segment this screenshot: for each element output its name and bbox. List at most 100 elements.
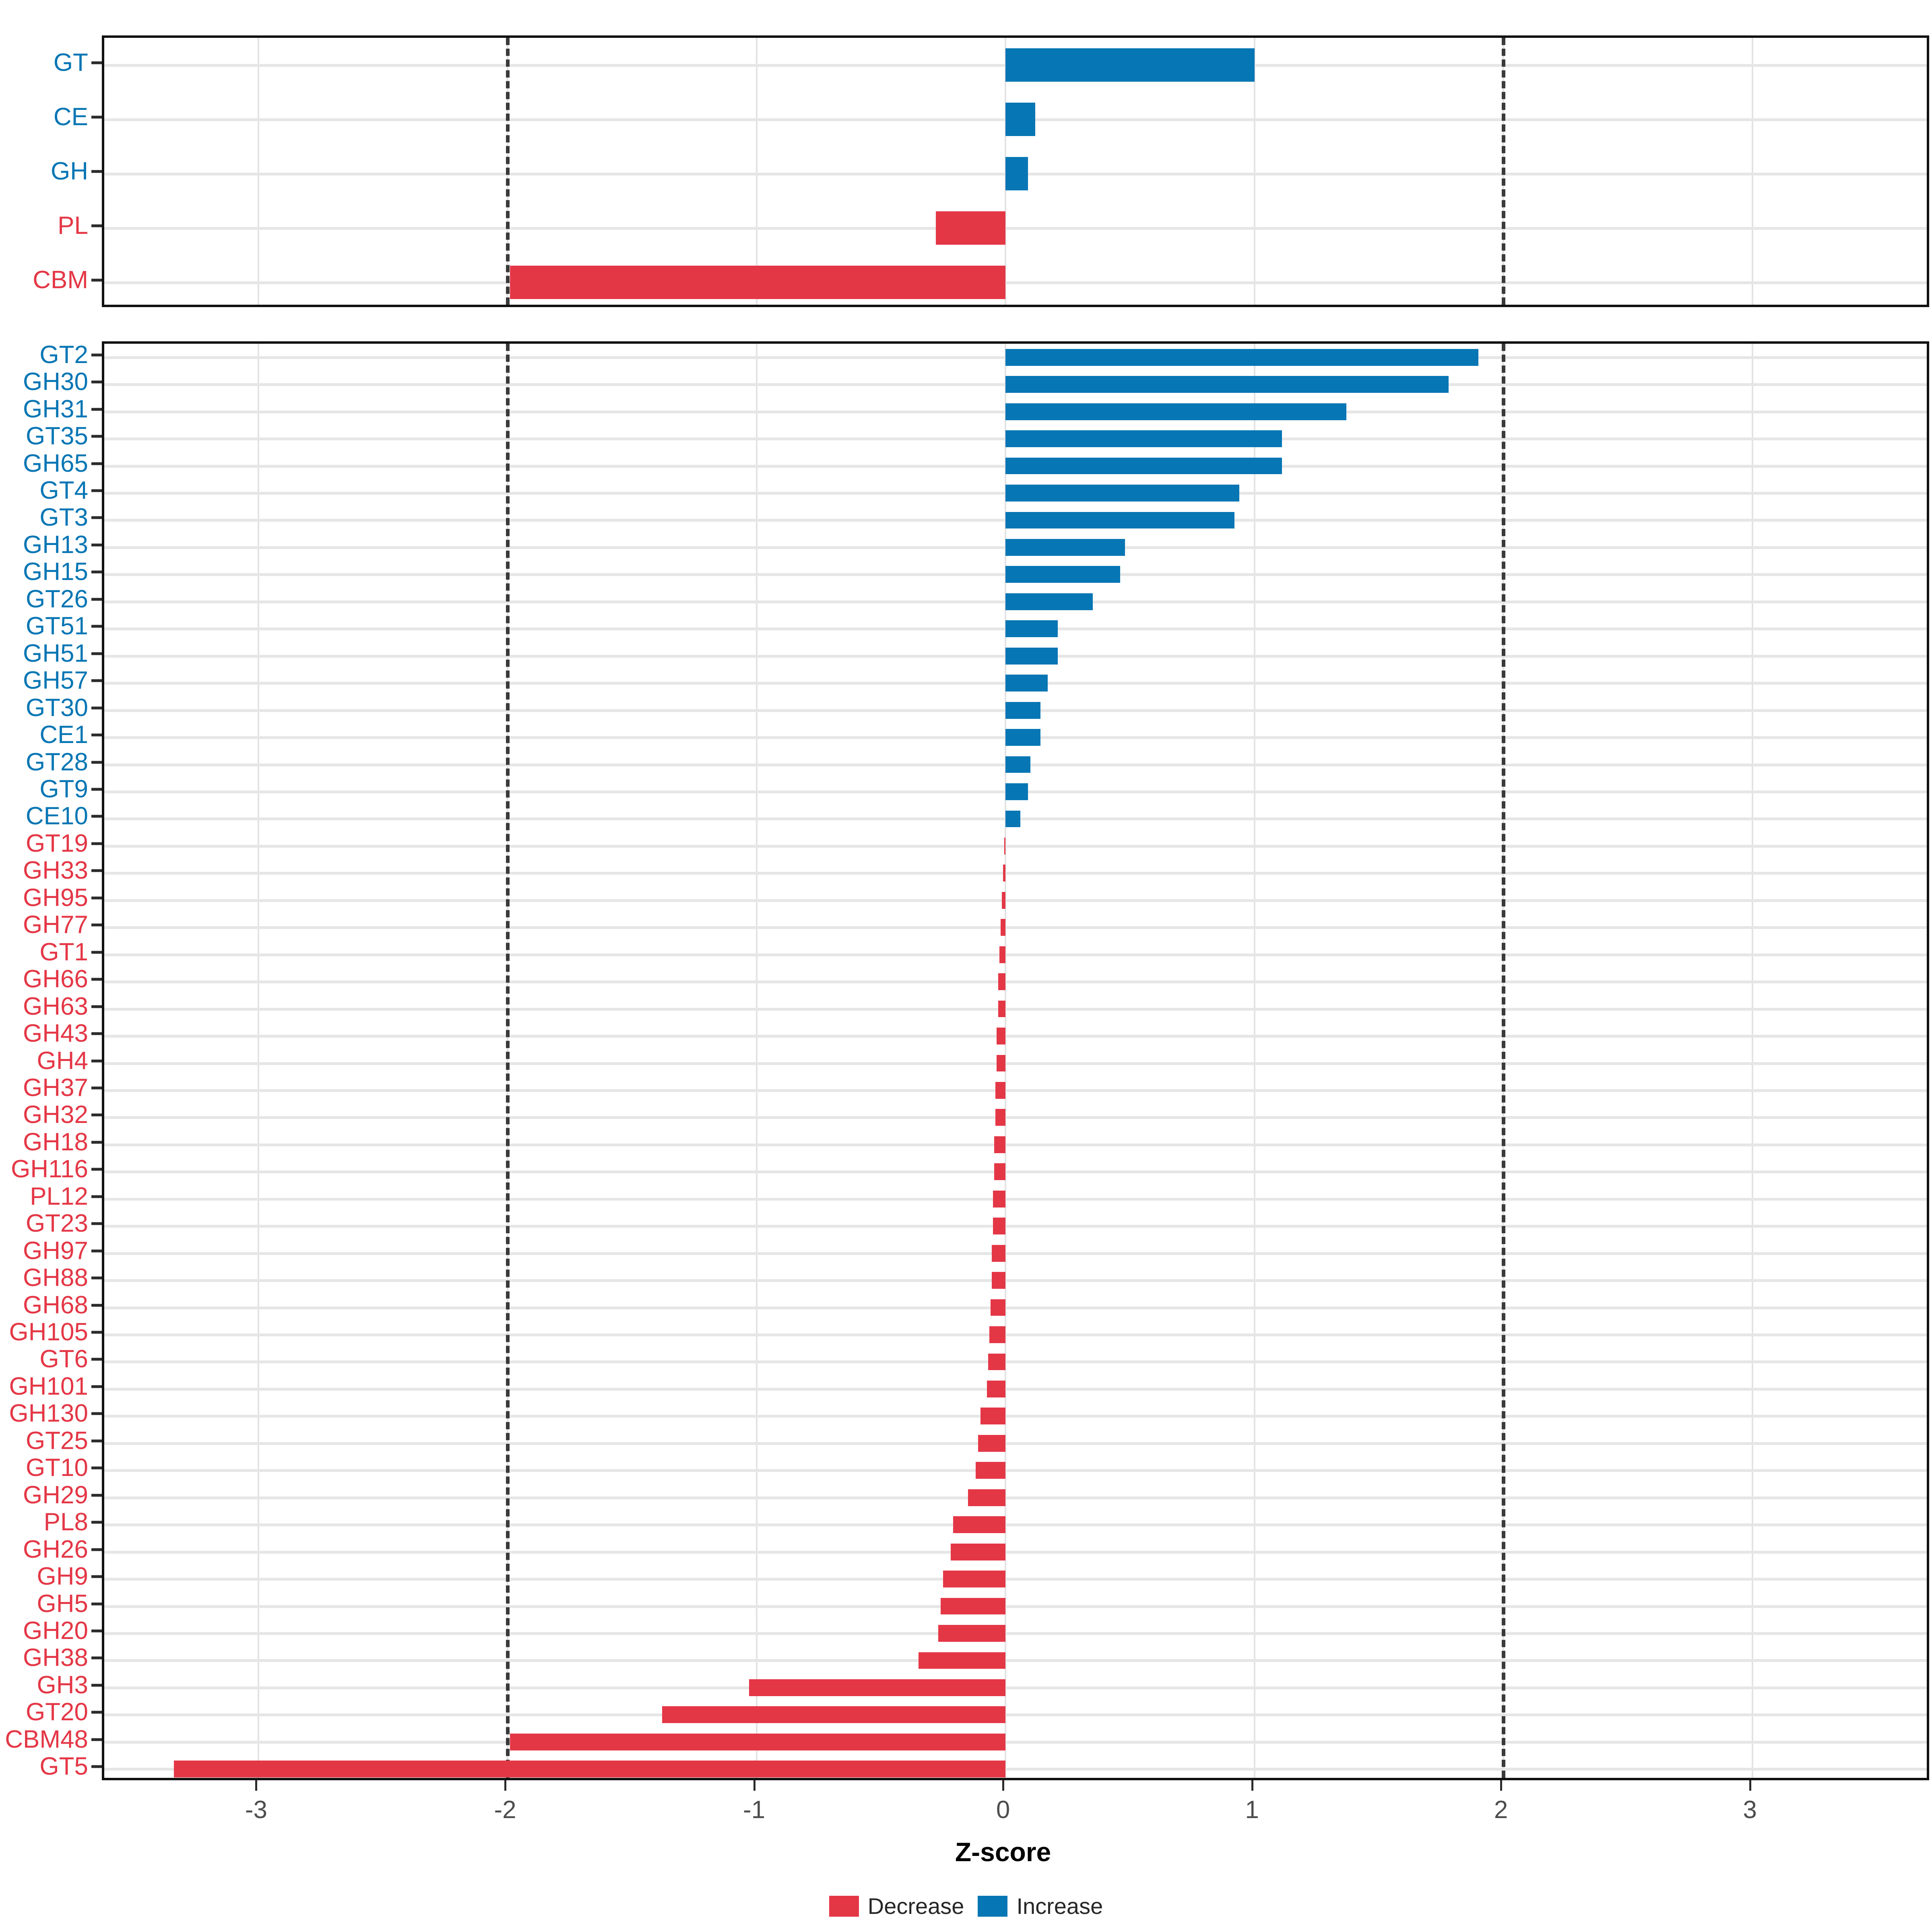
y-axis-tick: [91, 1032, 102, 1035]
y-axis-label-GH18: GH18: [23, 1128, 88, 1156]
plot-area: [102, 35, 1929, 307]
y-axis-label-GH4: GH4: [37, 1046, 88, 1075]
cazyme-class-panel: [0, 35, 1932, 307]
y-axis-label-CBM: CBM: [33, 266, 88, 294]
y-axis-label-PL: PL: [58, 211, 88, 239]
x-axis-tick-label: -2: [494, 1796, 516, 1824]
legend-label: Decrease: [867, 1893, 964, 1919]
gridline-horizontal: [104, 1415, 1927, 1418]
x-axis-tick: [504, 1780, 507, 1791]
y-axis-tick: [91, 788, 102, 791]
y-axis-label-GH32: GH32: [23, 1101, 88, 1129]
bar-GH33: [1003, 865, 1006, 882]
y-axis-tick: [91, 951, 102, 954]
y-axis-tick: [91, 815, 102, 818]
bar-GT1: [999, 946, 1006, 963]
y-axis-tick: [91, 1494, 102, 1497]
bar-GH95: [1001, 892, 1006, 909]
y-axis-tick: [91, 1331, 102, 1334]
bar-GH97: [992, 1245, 1006, 1262]
y-axis-tick: [91, 543, 102, 547]
bar-GH116: [994, 1163, 1006, 1181]
y-axis-tick: [91, 652, 102, 655]
y-axis-label-GH77: GH77: [23, 911, 88, 939]
y-axis-label-GT4: GT4: [39, 476, 88, 504]
y-axis-label-GH26: GH26: [23, 1535, 88, 1563]
bar-GT9: [1005, 783, 1028, 800]
y-axis-label-GH37: GH37: [23, 1073, 88, 1102]
legend-item-increase[interactable]: Increase: [978, 1893, 1103, 1919]
bar-CBM48: [510, 1733, 1006, 1750]
y-axis-label-GH20: GH20: [23, 1617, 88, 1645]
gridline-horizontal: [104, 1740, 1927, 1744]
bar-GH29: [968, 1489, 1006, 1506]
y-axis-label-GH31: GH31: [23, 395, 88, 423]
y-axis-tick: [91, 1548, 102, 1551]
plot-area: [102, 341, 1929, 1780]
y-axis-tick: [91, 1005, 102, 1008]
y-axis-tick: [91, 706, 102, 710]
bar-GH105: [989, 1326, 1006, 1343]
y-axis-label-GH95: GH95: [23, 883, 88, 912]
y-axis-tick: [91, 1358, 102, 1361]
x-axis: -3 -2 -1 0 1 2 3: [0, 1780, 1932, 1861]
y-axis-label-GH3: GH3: [37, 1671, 88, 1699]
y-axis-label-GT3: GT3: [39, 504, 88, 532]
bar-GH43: [997, 1028, 1006, 1044]
y-axis-tick: [91, 380, 102, 384]
bar-GH9: [943, 1571, 1006, 1587]
y-axis-label-GT23: GT23: [25, 1210, 88, 1238]
bar-CE1: [1005, 729, 1040, 746]
y-axis-label-GH: GH: [51, 157, 88, 185]
gridline-horizontal: [104, 1360, 1927, 1364]
y-axis-label-GT25: GT25: [25, 1426, 88, 1455]
gridline-vertical: [755, 38, 758, 305]
x-axis-tick-label: 0: [996, 1796, 1010, 1824]
y-axis-label-GT19: GT19: [25, 829, 88, 857]
y-axis-label-GT6: GT6: [39, 1345, 88, 1373]
bar-GT3: [1005, 512, 1235, 529]
y-axis-label-GT9: GT9: [39, 775, 88, 803]
y-axis-label-GH29: GH29: [23, 1481, 88, 1509]
y-axis-tick: [91, 1412, 102, 1415]
y-axis-tick: [91, 1059, 102, 1062]
y-axis-tick: [91, 869, 102, 872]
y-axis-tick: [91, 353, 102, 357]
y-axis-tick: [91, 462, 102, 465]
gridline-vertical: [1751, 38, 1753, 305]
gridline-horizontal: [104, 1007, 1927, 1011]
legend-item-decrease[interactable]: Decrease: [829, 1893, 964, 1919]
y-axis-label-GT: GT: [53, 48, 88, 76]
bar-GH68: [990, 1299, 1006, 1316]
bar-GH18: [994, 1136, 1006, 1153]
y-axis-label-CE: CE: [53, 103, 88, 131]
y-axis-tick: [91, 1304, 102, 1307]
y-axis-label-PL12: PL12: [30, 1182, 88, 1210]
x-axis-tick-label: 3: [1743, 1796, 1757, 1824]
gridline-horizontal: [104, 1632, 1927, 1635]
gridline-horizontal: [104, 281, 1927, 284]
reference-line: [1502, 344, 1506, 1778]
gridline-horizontal: [104, 1197, 1927, 1201]
bar-PL8: [953, 1516, 1006, 1534]
y-axis-label-GH101: GH101: [9, 1372, 88, 1400]
bar-GT20: [662, 1706, 1006, 1724]
y-axis-label-GH105: GH105: [9, 1318, 88, 1346]
y-axis-tick: [91, 570, 102, 574]
gridline-vertical: [1751, 344, 1753, 1778]
y-axis-tick: [91, 1168, 102, 1171]
gridline-horizontal: [104, 1768, 1927, 1771]
bar-GH77: [1000, 919, 1006, 936]
gridline-horizontal: [104, 1333, 1927, 1337]
gridline-horizontal: [104, 1062, 1927, 1065]
y-axis-label-CBM48: CBM48: [5, 1725, 88, 1753]
y-axis-tick: [91, 896, 102, 900]
bar-GT28: [1005, 756, 1030, 773]
y-axis-tick: [91, 516, 102, 519]
gridline-horizontal: [104, 953, 1927, 956]
y-axis-tick: [91, 1222, 102, 1225]
y-axis-label-GT10: GT10: [25, 1454, 88, 1482]
gridline-horizontal: [104, 872, 1927, 875]
x-axis-tick-label: 2: [1494, 1796, 1508, 1824]
